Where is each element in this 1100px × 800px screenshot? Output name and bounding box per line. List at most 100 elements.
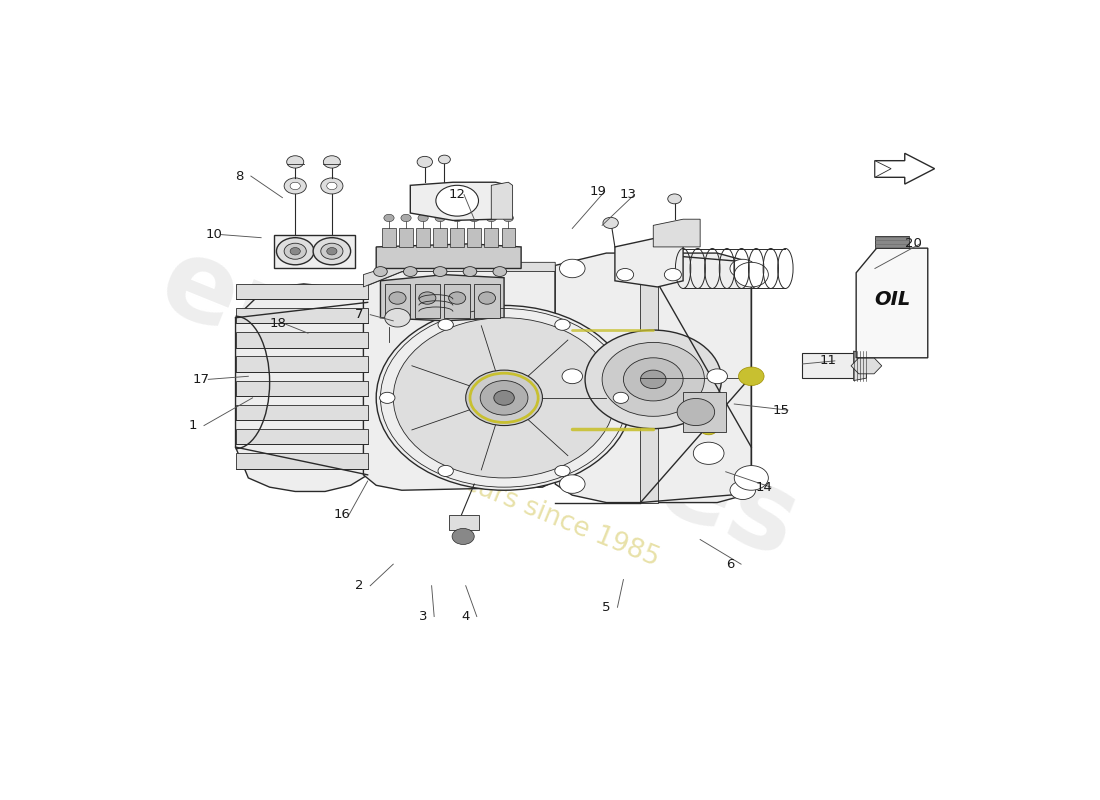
- Text: 18: 18: [270, 318, 286, 330]
- Circle shape: [419, 292, 436, 304]
- Circle shape: [707, 369, 727, 384]
- Circle shape: [493, 266, 507, 277]
- Polygon shape: [468, 229, 481, 247]
- Circle shape: [379, 392, 395, 403]
- Polygon shape: [235, 405, 367, 420]
- Circle shape: [617, 269, 634, 281]
- Text: a passion for cars since 1985: a passion for cars since 1985: [295, 402, 662, 571]
- Circle shape: [321, 243, 343, 259]
- Circle shape: [469, 214, 480, 222]
- Polygon shape: [854, 351, 867, 381]
- Circle shape: [434, 214, 446, 222]
- Polygon shape: [235, 332, 367, 348]
- Text: 10: 10: [206, 228, 222, 241]
- Circle shape: [478, 292, 495, 304]
- Polygon shape: [502, 229, 515, 247]
- Text: 7: 7: [355, 308, 363, 321]
- Text: 15: 15: [772, 404, 790, 417]
- Polygon shape: [653, 219, 700, 247]
- Circle shape: [321, 178, 343, 194]
- Circle shape: [701, 414, 717, 426]
- Circle shape: [701, 422, 717, 435]
- Polygon shape: [235, 429, 367, 445]
- Circle shape: [376, 306, 631, 490]
- Circle shape: [394, 318, 615, 478]
- Circle shape: [439, 155, 450, 164]
- Circle shape: [554, 466, 570, 477]
- Circle shape: [730, 481, 756, 499]
- Polygon shape: [381, 274, 504, 321]
- Circle shape: [465, 370, 542, 426]
- Polygon shape: [484, 229, 498, 247]
- Circle shape: [693, 442, 724, 464]
- Circle shape: [438, 319, 453, 330]
- Circle shape: [554, 319, 570, 330]
- Circle shape: [438, 466, 453, 477]
- Circle shape: [436, 186, 478, 216]
- Circle shape: [384, 214, 394, 222]
- Text: 6: 6: [726, 558, 734, 570]
- Polygon shape: [410, 182, 508, 221]
- Circle shape: [735, 262, 768, 287]
- Circle shape: [668, 194, 681, 204]
- Polygon shape: [415, 284, 440, 318]
- Text: 1: 1: [189, 419, 197, 432]
- Circle shape: [314, 238, 351, 265]
- Circle shape: [640, 370, 666, 389]
- Polygon shape: [802, 354, 854, 378]
- Polygon shape: [474, 284, 499, 318]
- Circle shape: [287, 156, 304, 168]
- Text: 8: 8: [235, 170, 244, 182]
- Text: 12: 12: [449, 188, 465, 201]
- Circle shape: [481, 381, 528, 415]
- Circle shape: [385, 309, 410, 327]
- Circle shape: [389, 292, 406, 304]
- Polygon shape: [416, 229, 430, 247]
- Text: 2: 2: [355, 579, 363, 592]
- Polygon shape: [382, 229, 396, 247]
- Circle shape: [323, 156, 340, 168]
- Text: 16: 16: [333, 508, 351, 522]
- Circle shape: [560, 259, 585, 278]
- Polygon shape: [851, 358, 882, 374]
- Text: 4: 4: [462, 610, 470, 623]
- Circle shape: [735, 466, 768, 490]
- Circle shape: [486, 214, 496, 222]
- Circle shape: [276, 238, 314, 265]
- Polygon shape: [433, 229, 447, 247]
- Polygon shape: [376, 244, 521, 269]
- Circle shape: [404, 266, 417, 277]
- Circle shape: [613, 392, 628, 403]
- Text: 19: 19: [590, 185, 606, 198]
- Polygon shape: [235, 381, 367, 396]
- Circle shape: [503, 214, 514, 222]
- Polygon shape: [874, 161, 891, 178]
- Polygon shape: [874, 154, 935, 184]
- Circle shape: [603, 218, 618, 229]
- Text: eurocarres: eurocarres: [144, 227, 813, 581]
- Circle shape: [284, 178, 306, 194]
- Circle shape: [452, 529, 474, 545]
- Circle shape: [449, 292, 465, 304]
- Polygon shape: [450, 229, 464, 247]
- Polygon shape: [235, 284, 367, 299]
- Circle shape: [560, 475, 585, 494]
- Circle shape: [290, 247, 300, 255]
- Text: 20: 20: [904, 238, 922, 250]
- Circle shape: [494, 390, 515, 406]
- Polygon shape: [235, 454, 367, 469]
- Polygon shape: [556, 253, 751, 502]
- Text: 11: 11: [820, 354, 836, 367]
- Circle shape: [452, 214, 462, 222]
- Circle shape: [678, 398, 715, 426]
- Circle shape: [327, 247, 337, 255]
- Polygon shape: [235, 308, 367, 323]
- Circle shape: [624, 358, 683, 401]
- Circle shape: [585, 330, 722, 429]
- Text: OIL: OIL: [873, 290, 910, 309]
- Polygon shape: [683, 392, 726, 432]
- Polygon shape: [444, 284, 470, 318]
- Circle shape: [290, 182, 300, 190]
- Circle shape: [730, 259, 756, 278]
- Polygon shape: [615, 238, 683, 287]
